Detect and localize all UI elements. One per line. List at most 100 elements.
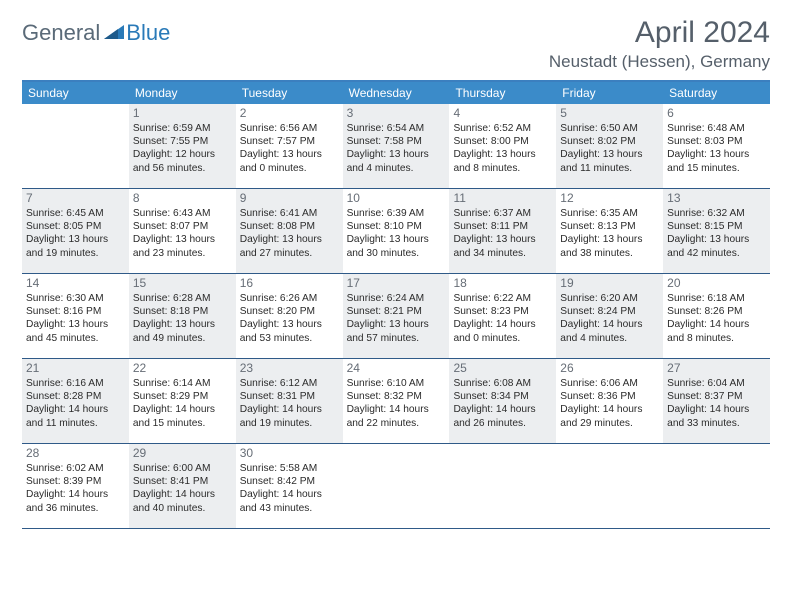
day-info-line: and 8 minutes. bbox=[667, 332, 766, 345]
day-info-line: Daylight: 14 hours bbox=[26, 403, 125, 416]
day-info-line: and 36 minutes. bbox=[26, 502, 125, 515]
day-info-line: Daylight: 14 hours bbox=[667, 403, 766, 416]
day-cell: 8Sunrise: 6:43 AMSunset: 8:07 PMDaylight… bbox=[129, 189, 236, 273]
day-cell: 6Sunrise: 6:48 AMSunset: 8:03 PMDaylight… bbox=[663, 104, 770, 188]
day-info-line: Sunrise: 6:45 AM bbox=[26, 207, 125, 220]
title-block: April 2024 Neustadt (Hessen), Germany bbox=[549, 16, 770, 72]
day-info-line: Daylight: 14 hours bbox=[667, 318, 766, 331]
day-info-line: Sunset: 7:58 PM bbox=[347, 135, 446, 148]
day-cell: 30Sunrise: 5:58 AMSunset: 8:42 PMDayligh… bbox=[236, 444, 343, 528]
day-info-line: Sunrise: 6:24 AM bbox=[347, 292, 446, 305]
day-info-line: Daylight: 13 hours bbox=[347, 233, 446, 246]
day-cell: 11Sunrise: 6:37 AMSunset: 8:11 PMDayligh… bbox=[449, 189, 556, 273]
day-number: 6 bbox=[667, 106, 766, 121]
day-info-line: Sunrise: 6:20 AM bbox=[560, 292, 659, 305]
day-info-line: Sunrise: 6:12 AM bbox=[240, 377, 339, 390]
day-number: 11 bbox=[453, 191, 552, 206]
day-info-line: Sunset: 8:03 PM bbox=[667, 135, 766, 148]
day-info-line: Sunrise: 6:14 AM bbox=[133, 377, 232, 390]
day-info-line: Daylight: 14 hours bbox=[560, 403, 659, 416]
day-info-line: Sunrise: 6:04 AM bbox=[667, 377, 766, 390]
day-cell: 1Sunrise: 6:59 AMSunset: 7:55 PMDaylight… bbox=[129, 104, 236, 188]
calendar: SundayMondayTuesdayWednesdayThursdayFrid… bbox=[22, 80, 770, 529]
logo-text-general: General bbox=[22, 20, 100, 46]
header: General Blue April 2024 Neustadt (Hessen… bbox=[22, 16, 770, 72]
day-cell bbox=[556, 444, 663, 528]
day-info-line: Daylight: 13 hours bbox=[240, 148, 339, 161]
day-info-line: Daylight: 13 hours bbox=[26, 318, 125, 331]
day-info-line: and 49 minutes. bbox=[133, 332, 232, 345]
day-number: 5 bbox=[560, 106, 659, 121]
day-info-line: Daylight: 13 hours bbox=[667, 233, 766, 246]
day-info-line: Sunrise: 6:43 AM bbox=[133, 207, 232, 220]
day-number: 8 bbox=[133, 191, 232, 206]
day-cell bbox=[449, 444, 556, 528]
day-info-line: Sunset: 8:41 PM bbox=[133, 475, 232, 488]
day-cell: 29Sunrise: 6:00 AMSunset: 8:41 PMDayligh… bbox=[129, 444, 236, 528]
day-info-line: Sunrise: 6:37 AM bbox=[453, 207, 552, 220]
logo-triangle-icon bbox=[104, 21, 124, 44]
day-info-line: Sunrise: 6:52 AM bbox=[453, 122, 552, 135]
day-cell: 24Sunrise: 6:10 AMSunset: 8:32 PMDayligh… bbox=[343, 359, 450, 443]
day-cell: 23Sunrise: 6:12 AMSunset: 8:31 PMDayligh… bbox=[236, 359, 343, 443]
day-number: 4 bbox=[453, 106, 552, 121]
day-info-line: and 26 minutes. bbox=[453, 417, 552, 430]
day-info-line: Daylight: 13 hours bbox=[240, 233, 339, 246]
day-number: 25 bbox=[453, 361, 552, 376]
day-info-line: Sunrise: 6:59 AM bbox=[133, 122, 232, 135]
day-number: 1 bbox=[133, 106, 232, 121]
day-info-line: and 11 minutes. bbox=[560, 162, 659, 175]
day-cell: 27Sunrise: 6:04 AMSunset: 8:37 PMDayligh… bbox=[663, 359, 770, 443]
day-info-line: Sunrise: 6:54 AM bbox=[347, 122, 446, 135]
day-info-line: and 38 minutes. bbox=[560, 247, 659, 260]
day-info-line: Sunrise: 6:28 AM bbox=[133, 292, 232, 305]
day-info-line: Sunrise: 6:02 AM bbox=[26, 462, 125, 475]
day-info-line: Sunset: 8:31 PM bbox=[240, 390, 339, 403]
day-info-line: Daylight: 14 hours bbox=[560, 318, 659, 331]
day-info-line: and 4 minutes. bbox=[560, 332, 659, 345]
day-info-line: and 45 minutes. bbox=[26, 332, 125, 345]
dow-header-cell: Monday bbox=[129, 82, 236, 104]
day-cell: 9Sunrise: 6:41 AMSunset: 8:08 PMDaylight… bbox=[236, 189, 343, 273]
day-info-line: and 22 minutes. bbox=[347, 417, 446, 430]
day-info-line: Daylight: 12 hours bbox=[133, 148, 232, 161]
day-info-line: Sunset: 8:15 PM bbox=[667, 220, 766, 233]
day-info-line: Sunset: 8:08 PM bbox=[240, 220, 339, 233]
dow-header-cell: Friday bbox=[556, 82, 663, 104]
day-info-line: Sunset: 8:23 PM bbox=[453, 305, 552, 318]
day-cell: 17Sunrise: 6:24 AMSunset: 8:21 PMDayligh… bbox=[343, 274, 450, 358]
dow-header-cell: Tuesday bbox=[236, 82, 343, 104]
dow-header-cell: Saturday bbox=[663, 82, 770, 104]
day-info-line: Sunset: 8:28 PM bbox=[26, 390, 125, 403]
day-info-line: Sunrise: 6:48 AM bbox=[667, 122, 766, 135]
day-info-line: Daylight: 13 hours bbox=[347, 148, 446, 161]
calendar-page: General Blue April 2024 Neustadt (Hessen… bbox=[0, 0, 792, 545]
day-info-line: Daylight: 13 hours bbox=[667, 148, 766, 161]
day-info-line: Daylight: 13 hours bbox=[133, 233, 232, 246]
day-number: 2 bbox=[240, 106, 339, 121]
day-number: 30 bbox=[240, 446, 339, 461]
day-cell: 19Sunrise: 6:20 AMSunset: 8:24 PMDayligh… bbox=[556, 274, 663, 358]
day-number: 26 bbox=[560, 361, 659, 376]
day-cell: 16Sunrise: 6:26 AMSunset: 8:20 PMDayligh… bbox=[236, 274, 343, 358]
day-number: 28 bbox=[26, 446, 125, 461]
week-row: 7Sunrise: 6:45 AMSunset: 8:05 PMDaylight… bbox=[22, 189, 770, 274]
day-info-line: Sunset: 8:36 PM bbox=[560, 390, 659, 403]
day-info-line: and 19 minutes. bbox=[240, 417, 339, 430]
day-info-line: Sunrise: 5:58 AM bbox=[240, 462, 339, 475]
day-info-line: Sunset: 8:29 PM bbox=[133, 390, 232, 403]
day-info-line: Sunrise: 6:41 AM bbox=[240, 207, 339, 220]
day-info-line: and 40 minutes. bbox=[133, 502, 232, 515]
day-info-line: Daylight: 13 hours bbox=[347, 318, 446, 331]
day-info-line: Sunset: 8:24 PM bbox=[560, 305, 659, 318]
day-info-line: Sunset: 8:00 PM bbox=[453, 135, 552, 148]
day-info-line: Sunset: 8:34 PM bbox=[453, 390, 552, 403]
day-info-line: Daylight: 13 hours bbox=[560, 233, 659, 246]
day-number: 7 bbox=[26, 191, 125, 206]
day-number: 12 bbox=[560, 191, 659, 206]
day-cell: 2Sunrise: 6:56 AMSunset: 7:57 PMDaylight… bbox=[236, 104, 343, 188]
day-info-line: and 30 minutes. bbox=[347, 247, 446, 260]
day-info-line: and 33 minutes. bbox=[667, 417, 766, 430]
day-info-line: and 8 minutes. bbox=[453, 162, 552, 175]
day-info-line: and 15 minutes. bbox=[133, 417, 232, 430]
